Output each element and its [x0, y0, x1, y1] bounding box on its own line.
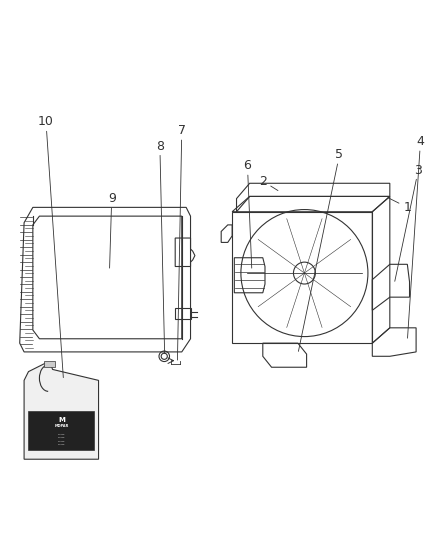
Text: 6: 6 — [244, 159, 251, 172]
Text: ─────: ───── — [58, 438, 64, 439]
Text: ─────: ───── — [58, 445, 64, 446]
Text: 2: 2 — [259, 175, 267, 188]
Text: M: M — [58, 417, 65, 423]
Text: 1: 1 — [403, 201, 411, 214]
Text: 8: 8 — [156, 140, 164, 152]
FancyBboxPatch shape — [44, 361, 55, 367]
Text: 5: 5 — [336, 148, 343, 161]
Text: 10: 10 — [38, 116, 54, 128]
Text: ─────: ───── — [58, 434, 64, 435]
Text: 3: 3 — [414, 164, 422, 176]
FancyBboxPatch shape — [28, 411, 94, 450]
Text: 7: 7 — [178, 124, 186, 137]
Polygon shape — [24, 363, 99, 459]
Text: 4: 4 — [417, 135, 424, 148]
Text: 9: 9 — [108, 192, 116, 205]
Text: MOPAR: MOPAR — [54, 424, 68, 429]
Text: ─────: ───── — [58, 441, 64, 442]
